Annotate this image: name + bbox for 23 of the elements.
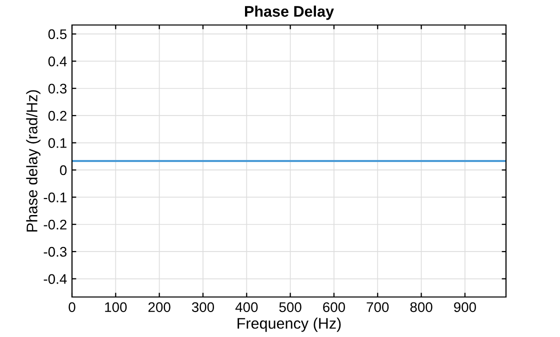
chart-title: Phase Delay — [245, 6, 334, 20]
x-tick-label: 600 — [323, 302, 346, 312]
y-tick-label: 0 — [60, 165, 67, 176]
x-tick-label: 200 — [148, 302, 170, 312]
y-tick-label: 0.2 — [48, 110, 66, 121]
x-tick-label: 400 — [235, 302, 258, 312]
y-tick-label: 0.1 — [48, 138, 66, 148]
x-tick-label: 800 — [410, 302, 432, 312]
y-tick-label: 0.5 — [48, 29, 67, 40]
x-tick-label: 900 — [454, 302, 476, 312]
y-tick-label: -0.4 — [44, 274, 67, 284]
y-tick-label: -0.1 — [44, 192, 66, 202]
x-tick-label: 0 — [68, 302, 76, 312]
y-tick-label: 0.3 — [48, 84, 67, 94]
x-tick-label: 500 — [279, 302, 302, 312]
x-axis-title: Frequency (Hz) — [238, 318, 341, 332]
y-tick-label: -0.3 — [44, 246, 67, 257]
y-tick-label: 0.4 — [48, 56, 67, 66]
y-axis-title: Phase delay (rad/Hz) — [26, 90, 40, 232]
x-tick-label: 300 — [192, 302, 214, 312]
y-tick-label: -0.2 — [44, 220, 66, 230]
x-tick-label: 100 — [105, 302, 127, 312]
x-tick-label: 700 — [366, 302, 389, 312]
